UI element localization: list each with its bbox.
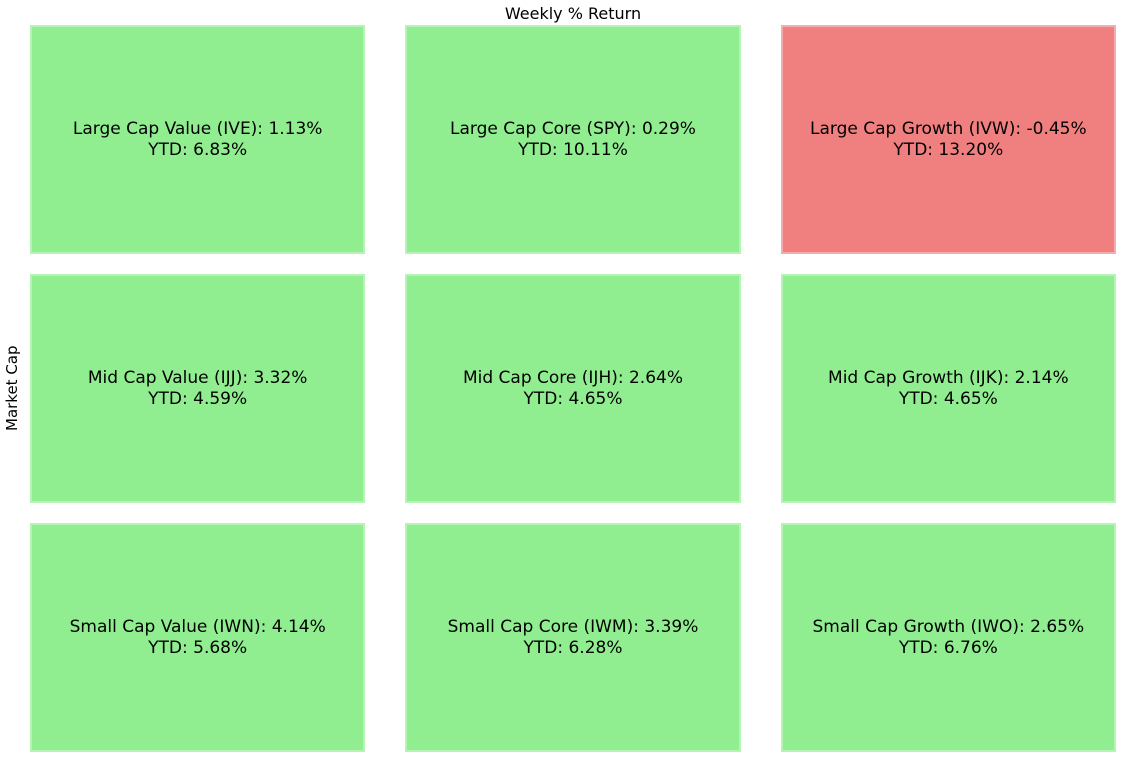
cell-weekly-return-text: Small Cap Value (IWN): 4.14% [69,616,326,637]
cell-weekly-return-text: Small Cap Growth (IWO): 2.65% [812,616,1085,637]
cell-ytd-return-text: YTD: 13.20% [893,139,1004,160]
style-box-grid: Large Cap Value (IVE): 1.13% YTD: 6.83% … [30,25,1116,752]
cell-small-cap-value: Small Cap Value (IWN): 4.14% YTD: 5.68% [30,523,366,752]
cell-large-cap-core: Large Cap Core (SPY): 0.29% YTD: 10.11% [405,25,741,254]
cell-ytd-return-text: YTD: 5.68% [148,637,248,658]
cell-ytd-return-text: YTD: 4.59% [148,388,248,409]
cell-small-cap-core: Small Cap Core (IWM): 3.39% YTD: 6.28% [405,523,741,752]
cell-mid-cap-core: Mid Cap Core (IJH): 2.64% YTD: 4.65% [405,274,741,503]
cell-weekly-return-text: Large Cap Growth (IVW): -0.45% [810,118,1087,139]
cell-ytd-return-text: YTD: 10.11% [518,139,628,160]
cell-small-cap-growth: Small Cap Growth (IWO): 2.65% YTD: 6.76% [780,523,1116,752]
cell-ytd-return-text: YTD: 6.83% [148,139,248,160]
cell-ytd-return-text: YTD: 4.65% [523,388,623,409]
cell-weekly-return-text: Small Cap Core (IWM): 3.39% [447,616,699,637]
chart-title: Weekly % Return [504,4,642,23]
cell-weekly-return-text: Mid Cap Growth (IJK): 2.14% [828,367,1069,388]
cell-ytd-return-text: YTD: 6.76% [898,637,998,658]
y-axis-label: Market Cap [3,345,21,432]
cell-ytd-return-text: YTD: 6.28% [523,637,623,658]
cell-weekly-return-text: Mid Cap Core (IJH): 2.64% [462,367,683,388]
cell-ytd-return-text: YTD: 4.65% [898,388,998,409]
cell-weekly-return-text: Large Cap Value (IVE): 1.13% [72,118,323,139]
cell-weekly-return-text: Mid Cap Value (IJJ): 3.32% [87,367,308,388]
cell-large-cap-growth: Large Cap Growth (IVW): -0.45% YTD: 13.2… [780,25,1116,254]
cell-mid-cap-value: Mid Cap Value (IJJ): 3.32% YTD: 4.59% [30,274,366,503]
cell-mid-cap-growth: Mid Cap Growth (IJK): 2.14% YTD: 4.65% [780,274,1116,503]
cell-weekly-return-text: Large Cap Core (SPY): 0.29% [450,118,696,139]
cell-large-cap-value: Large Cap Value (IVE): 1.13% YTD: 6.83% [30,25,366,254]
